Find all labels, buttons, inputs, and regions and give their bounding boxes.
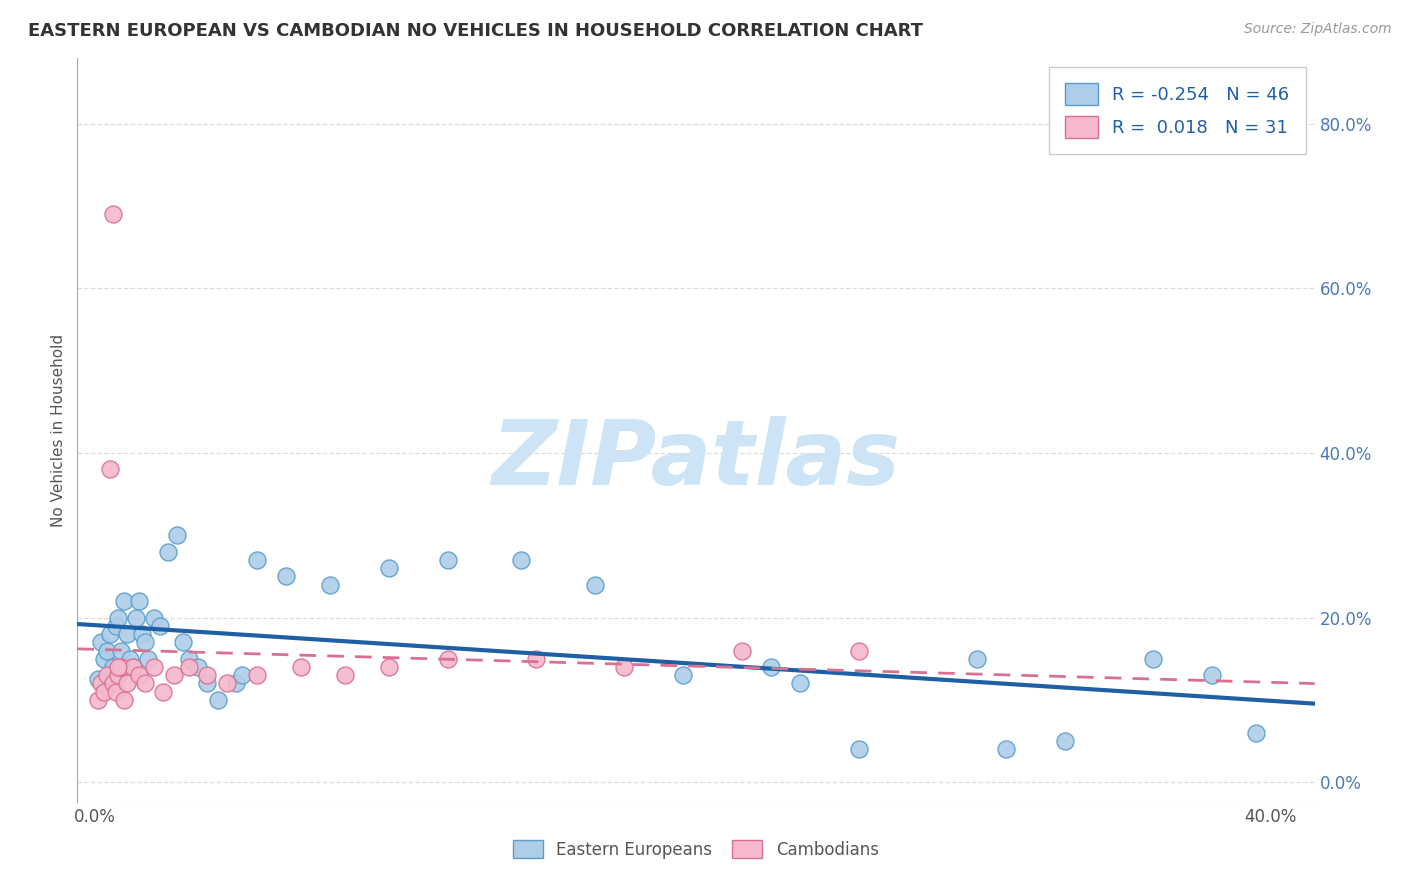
Point [107,610,129,624]
Point [104,684,127,698]
Point [187,660,209,674]
Point [149,619,172,633]
Point [98,462,121,476]
Point [759,660,782,674]
Point [93,652,115,666]
Point [848,742,870,756]
Point [231,668,253,682]
Point [134,635,156,649]
Point [112,594,135,608]
Point [333,668,356,682]
Point [290,660,312,674]
Point [122,660,145,674]
Point [142,660,165,674]
Point [378,660,401,674]
Point [98,627,121,641]
Point [966,652,988,666]
Point [122,660,145,674]
Point [128,594,150,608]
Point [117,627,139,641]
Y-axis label: No Vehicles in Household: No Vehicles in Household [51,334,66,527]
Point [101,676,124,690]
Point [995,742,1018,756]
Point [246,668,269,682]
Point [217,676,239,690]
Point [120,652,142,666]
Point [131,627,153,641]
Point [195,676,218,690]
Point [789,676,811,690]
Point [730,643,752,657]
Point [319,577,342,591]
Point [93,684,115,698]
Point [613,660,636,674]
Point [436,652,458,666]
Point [134,676,156,690]
Point [177,660,200,674]
Point [96,668,118,682]
Point [274,569,297,583]
Point [510,553,533,567]
Text: ZIPatlas: ZIPatlas [492,417,900,504]
Point [1244,726,1267,740]
Point [136,652,159,666]
Point [96,643,118,657]
Point [378,561,401,575]
Point [672,668,695,682]
Point [90,676,112,690]
Point [107,660,129,674]
Point [104,619,127,633]
Point [848,643,870,657]
Point [207,693,229,707]
Point [163,668,186,682]
Point [1053,734,1076,748]
Point [436,553,458,567]
Point [195,668,218,682]
Point [1142,652,1164,666]
Point [117,676,139,690]
Point [166,528,188,542]
Point [101,207,124,221]
Point [128,668,150,682]
Point [87,673,110,687]
Point [225,676,247,690]
Point [152,684,174,698]
Point [246,553,269,567]
Point [142,610,165,624]
Point [112,693,135,707]
Point [87,693,110,707]
Point [524,652,547,666]
Point [583,577,606,591]
Point [110,643,132,657]
Point [157,545,180,559]
Point [110,660,132,674]
Text: EASTERN EUROPEAN VS CAMBODIAN NO VEHICLES IN HOUSEHOLD CORRELATION CHART: EASTERN EUROPEAN VS CAMBODIAN NO VEHICLE… [28,22,924,40]
Point [1201,668,1223,682]
Text: Source: ZipAtlas.com: Source: ZipAtlas.com [1244,22,1392,37]
Point [107,668,129,682]
Point [101,660,124,674]
Legend: Eastern Europeans, Cambodians: Eastern Europeans, Cambodians [506,833,886,865]
Point [177,652,200,666]
Point [125,610,148,624]
Point [172,635,194,649]
Point [90,635,112,649]
